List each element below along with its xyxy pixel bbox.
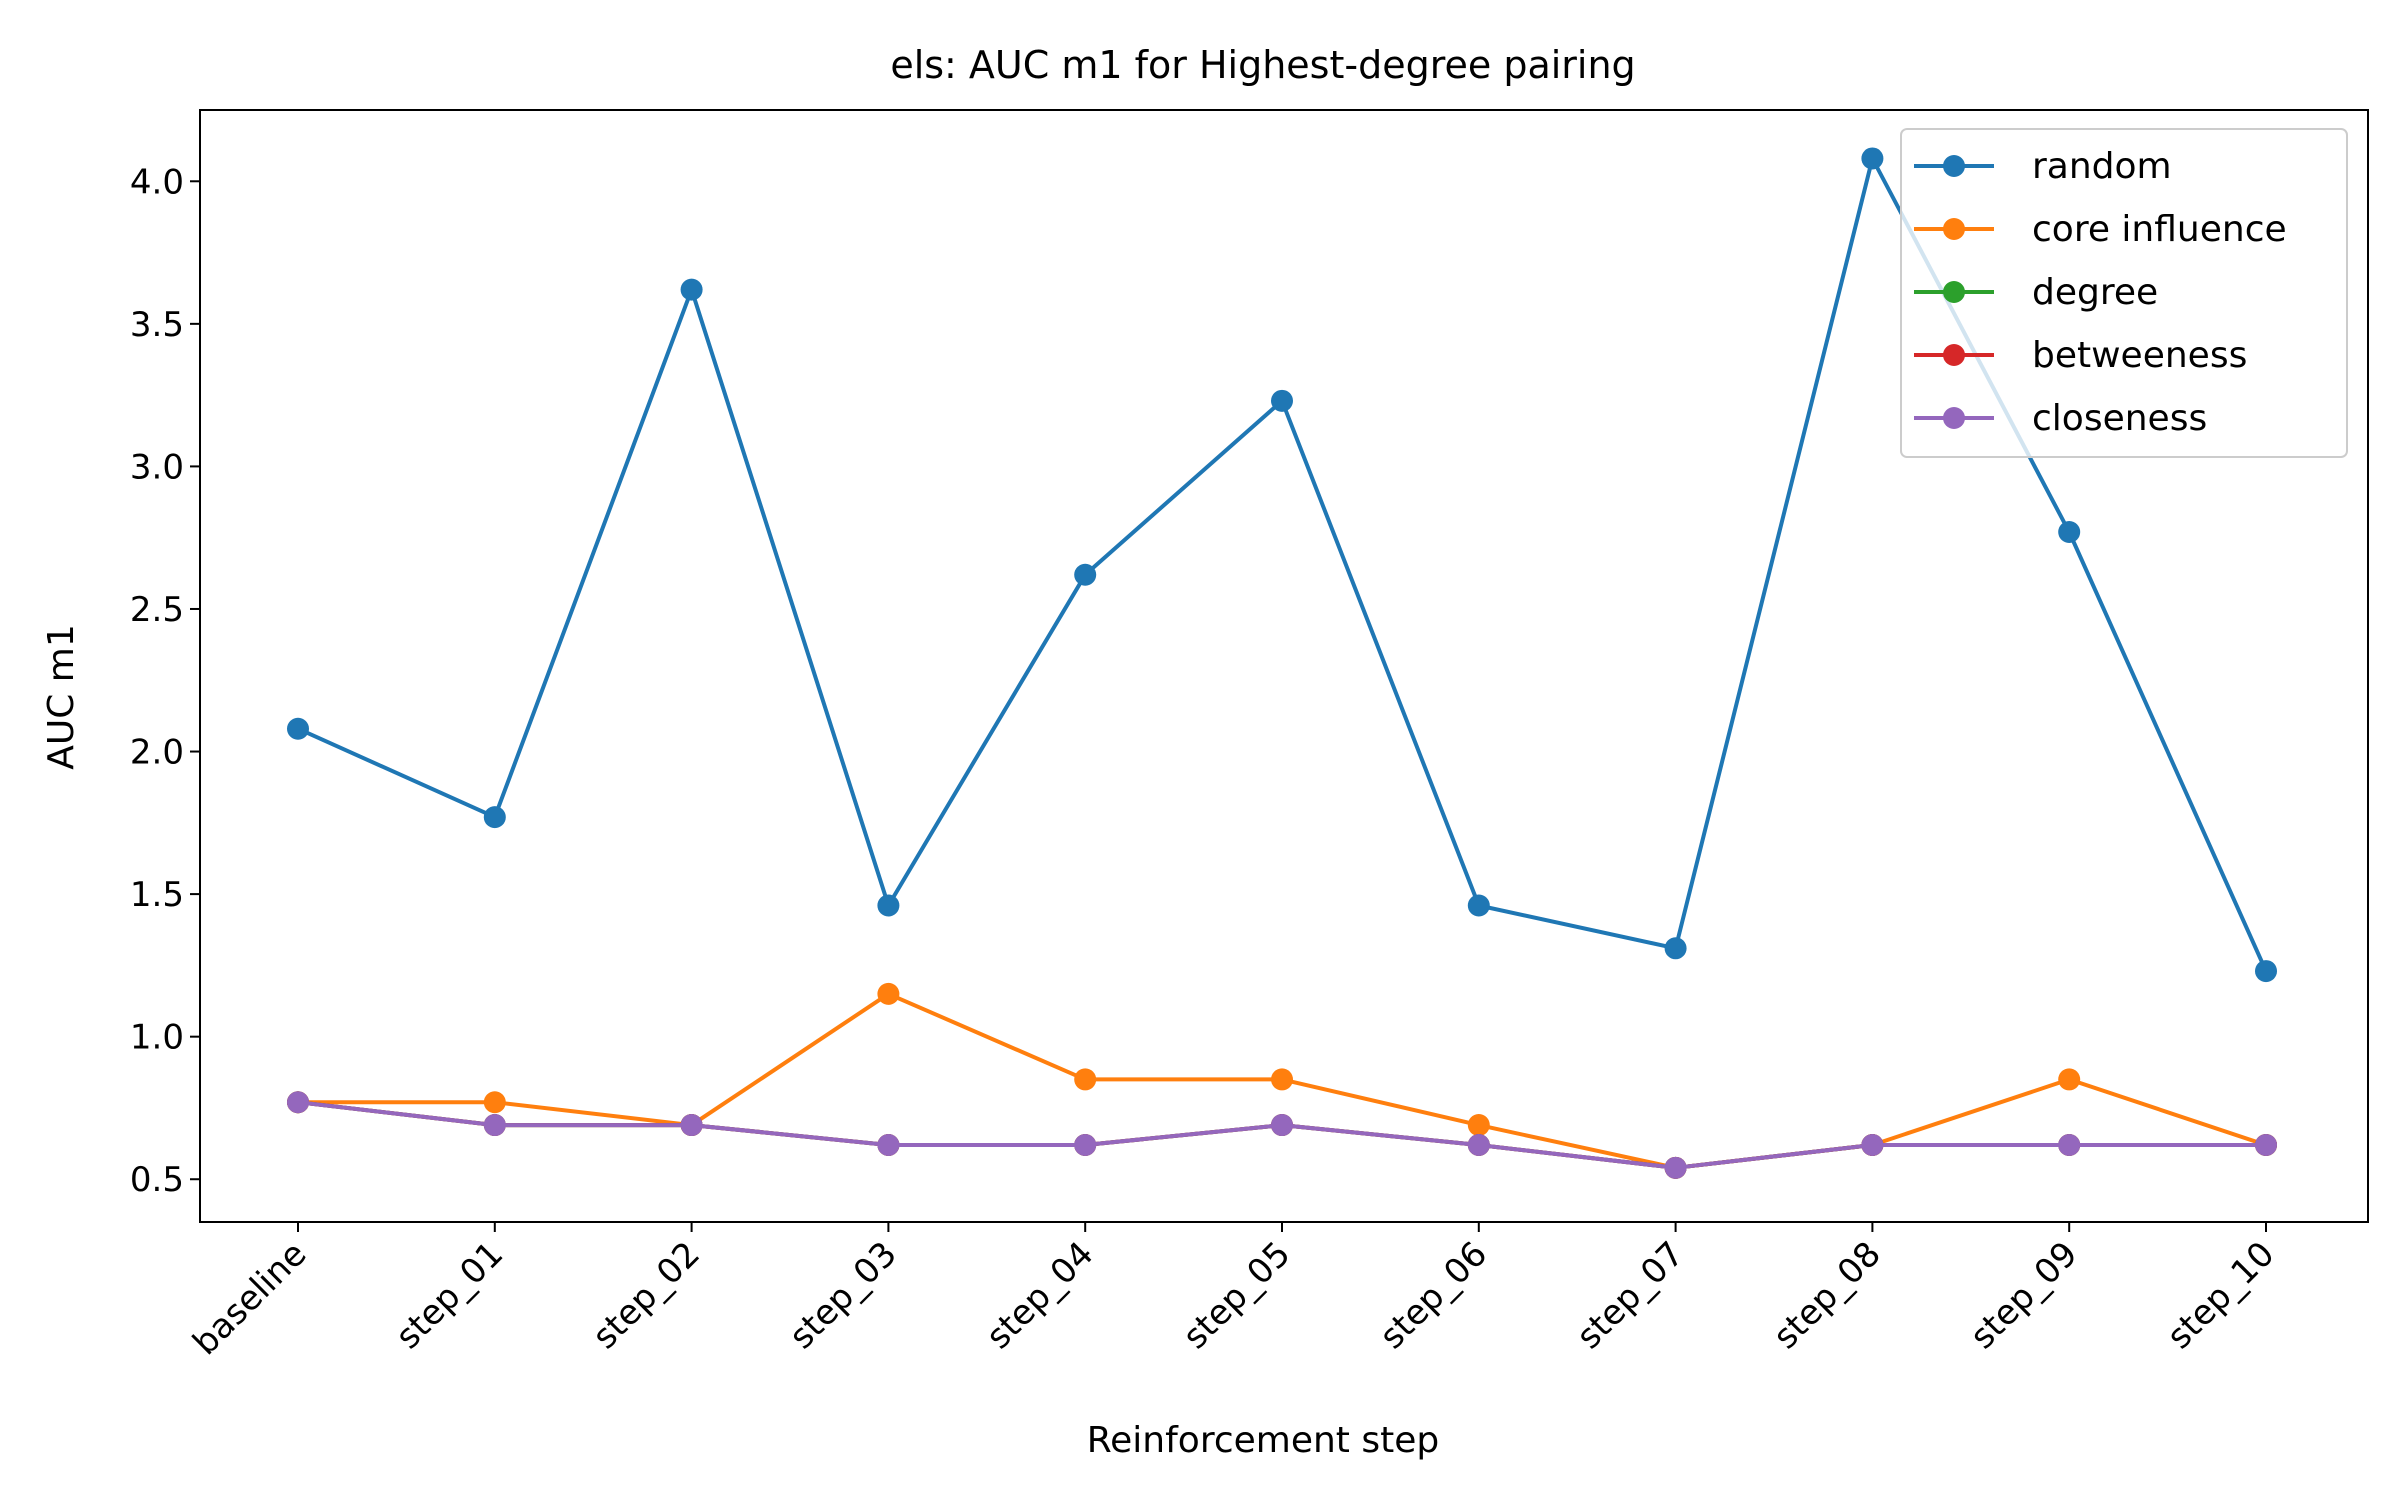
data-point — [680, 1114, 703, 1137]
legend: random core influence degree betweeness clos… — [1900, 128, 2348, 458]
legend-entry: betweeness — [1914, 335, 2247, 376]
y-tick-label: 1.0 — [130, 1018, 184, 1058]
series-group — [287, 147, 2277, 1179]
y-tick-label: 2.0 — [130, 733, 184, 773]
legend-label: closeness — [2032, 398, 2207, 439]
series-closeness — [287, 1091, 2277, 1179]
data-point — [483, 1114, 506, 1137]
legend-entry: random — [1914, 146, 2172, 187]
data-point — [1467, 1134, 1490, 1157]
data-point — [877, 1134, 900, 1157]
legend-box — [1900, 128, 2348, 458]
data-point — [1074, 1134, 1097, 1157]
y-tick-label: 3.0 — [130, 447, 184, 487]
chart-title: els: AUC m1 for Highest-degree pairing — [890, 43, 1635, 87]
data-point — [1074, 563, 1097, 586]
data-point — [287, 717, 309, 740]
legend-marker — [1943, 407, 1965, 429]
data-point — [2255, 1134, 2277, 1157]
legend-entry: closeness — [1914, 398, 2207, 439]
legend-marker — [1943, 155, 1965, 177]
data-point — [877, 982, 900, 1005]
data-point — [2058, 520, 2081, 543]
data-point — [287, 1091, 309, 1114]
data-point — [1861, 147, 1884, 170]
legend-marker — [1943, 218, 1965, 240]
data-point — [680, 278, 703, 301]
data-point — [2058, 1068, 2081, 1091]
y-axis-ticks: 0.5 1.0 1.5 2.0 2.5 3.0 3.5 4.0 — [130, 162, 200, 1200]
x-axis-label: Reinforcement step — [1087, 1420, 1439, 1461]
data-point — [1467, 1114, 1490, 1137]
plot-area-frame — [199, 109, 2369, 1223]
data-point — [483, 1091, 506, 1114]
y-tick-label: 1.5 — [130, 875, 184, 915]
data-point — [1664, 937, 1687, 960]
y-tick-label: 4.0 — [130, 162, 184, 202]
data-point — [2255, 960, 2277, 983]
legend-label: core influence — [2032, 209, 2287, 250]
data-point — [877, 894, 900, 917]
y-tick-label: 0.5 — [130, 1160, 184, 1200]
legend-label: random — [2032, 146, 2172, 187]
y-tick-label: 2.5 — [130, 590, 184, 630]
legend-label: betweeness — [2032, 335, 2247, 376]
legend-label: degree — [2032, 272, 2158, 313]
data-point — [1271, 1068, 1293, 1091]
y-tick-label: 3.5 — [130, 305, 184, 345]
data-point — [1467, 894, 1490, 917]
legend-entry: degree — [1914, 272, 2158, 313]
data-point — [1664, 1156, 1687, 1179]
legend-entry: core influence — [1914, 209, 2287, 250]
data-point — [1861, 1134, 1884, 1157]
legend-marker — [1943, 344, 1965, 366]
data-point — [1271, 389, 1293, 412]
data-point — [1271, 1114, 1293, 1137]
legend-marker — [1943, 281, 1965, 303]
data-point — [483, 806, 506, 829]
y-axis-label: AUC m1 — [41, 624, 82, 770]
data-point — [2058, 1134, 2081, 1157]
data-point — [1074, 1068, 1097, 1091]
